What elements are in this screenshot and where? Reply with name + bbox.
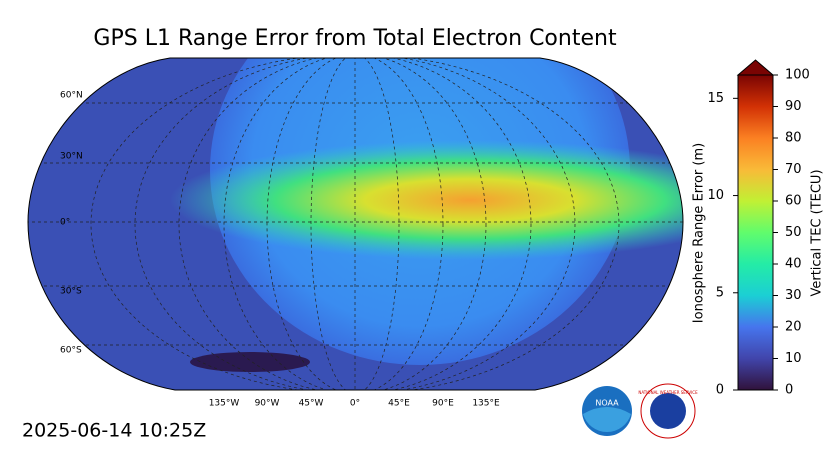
noaa-logo: NOAA bbox=[582, 386, 632, 436]
nws-text: NATIONAL WEATHER SERVICE bbox=[638, 390, 698, 395]
left-tick-label: 0 bbox=[716, 383, 724, 398]
title: GPS L1 Range Error from Total Electron C… bbox=[93, 26, 617, 51]
left-tick-label: 5 bbox=[716, 285, 724, 300]
lat-label: 0° bbox=[60, 218, 70, 228]
timestamp: 2025-06-14 10:25Z bbox=[22, 420, 206, 442]
right-tick-label: 80 bbox=[785, 131, 802, 146]
right-tick-label: 50 bbox=[785, 225, 802, 240]
right-tick-label: 20 bbox=[785, 320, 802, 335]
right-tick-label: 30 bbox=[785, 288, 802, 303]
right-tick-label: 90 bbox=[785, 99, 802, 114]
lon-label: 135°E bbox=[472, 399, 500, 409]
right-axis-label: Vertical TEC (TECU) bbox=[810, 169, 825, 296]
nws-logo: NATIONAL WEATHER SERVICE bbox=[638, 383, 698, 439]
right-tick-label: 10 bbox=[785, 351, 802, 366]
lat-label: 30°N bbox=[60, 152, 83, 162]
left-axis-label: Ionosphere Range Error (m) bbox=[692, 143, 707, 323]
map bbox=[28, 58, 683, 390]
lon-label: 45°W bbox=[299, 399, 324, 409]
lon-label: 90°W bbox=[255, 399, 280, 409]
colorbar bbox=[736, 59, 775, 391]
lon-label: 0° bbox=[350, 399, 360, 409]
right-tick-label: 70 bbox=[785, 162, 802, 177]
right-tick-label: 40 bbox=[785, 257, 802, 272]
left-tick-label: 15 bbox=[707, 91, 724, 106]
map-outline bbox=[27, 57, 684, 391]
lon-label: 45°E bbox=[388, 399, 410, 409]
lon-label: 135°W bbox=[209, 399, 240, 409]
lat-label: 30°S bbox=[60, 287, 82, 297]
right-tick-label: 100 bbox=[785, 68, 810, 83]
left-tick-label: 10 bbox=[707, 188, 724, 203]
right-tick-label: 0 bbox=[785, 383, 793, 398]
noaa-text: NOAA bbox=[595, 399, 619, 408]
lon-label: 90°E bbox=[432, 399, 454, 409]
lat-label: 60°S bbox=[60, 346, 82, 356]
right-tick-label: 60 bbox=[785, 194, 802, 209]
lat-label: 60°N bbox=[60, 91, 83, 101]
